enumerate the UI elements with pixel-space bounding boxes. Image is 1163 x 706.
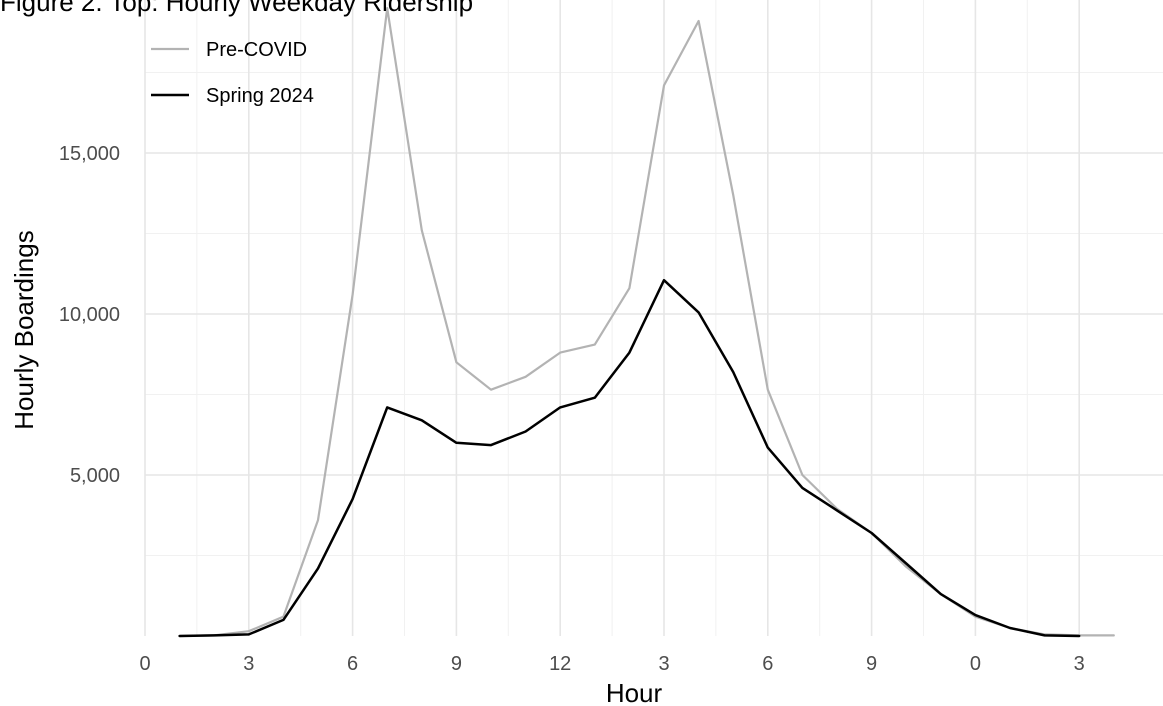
- series-lines: [178, 7, 1115, 638]
- x-tick-label: 6: [347, 653, 358, 675]
- x-tick-label: 3: [658, 653, 669, 675]
- x-tick-label: 9: [451, 653, 462, 675]
- x-tick-label: 0: [139, 653, 150, 675]
- series-line-pre-covid: [178, 7, 1115, 638]
- y-tick-label: 10,000: [59, 304, 120, 326]
- x-tick-label: 12: [549, 653, 571, 675]
- x-axis-ticks: 0 3 6 9 12 3 6 9 0 3: [139, 653, 1084, 675]
- x-tick-label: 3: [1074, 653, 1085, 675]
- chart-title: Figure 2. Top: Hourly Weekday Ridership: [0, 0, 473, 17]
- x-tick-label: 0: [970, 653, 981, 675]
- legend: Pre-COVID Spring 2024: [151, 39, 314, 107]
- x-tick-label: 9: [866, 653, 877, 675]
- legend-label-spring-2024: Spring 2024: [206, 85, 314, 107]
- x-tick-label: 6: [762, 653, 773, 675]
- x-tick-label: 3: [243, 653, 254, 675]
- y-tick-label: 15,000: [59, 143, 120, 165]
- x-axis-title: Hour: [606, 678, 663, 706]
- y-axis-ticks: 5,000 10,000 15,000: [59, 143, 120, 487]
- y-tick-label: 5,000: [70, 465, 120, 487]
- series-line-spring-2024: [178, 278, 1081, 638]
- legend-label-pre-covid: Pre-COVID: [206, 39, 307, 61]
- y-axis-title: Hourly Boardings: [9, 230, 39, 429]
